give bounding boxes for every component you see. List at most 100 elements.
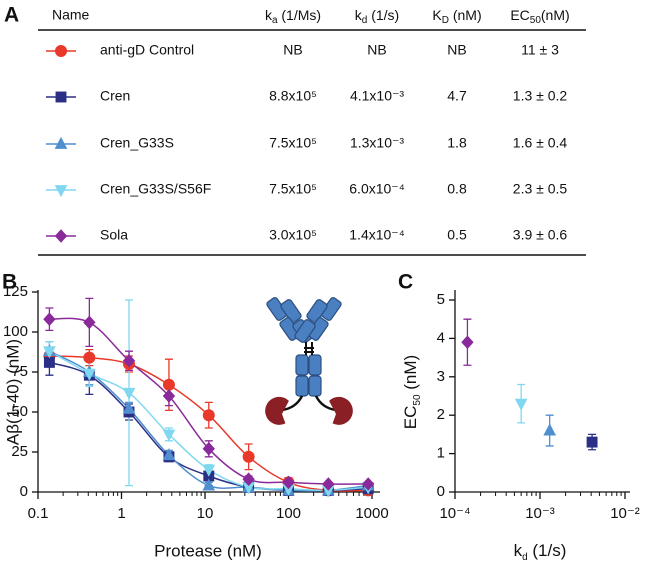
marker bbox=[83, 351, 96, 364]
x-tick-label: 1 bbox=[117, 505, 125, 522]
y-tick-label: 3 bbox=[437, 368, 445, 385]
table-cell: 3.0x10⁵ bbox=[269, 227, 317, 243]
x-axis-label: kd (1/s) bbox=[514, 541, 567, 562]
y-tick-label: 1 bbox=[437, 445, 445, 462]
label-sub: 50 bbox=[412, 394, 423, 406]
label-rest: (nM) bbox=[401, 355, 420, 395]
marker bbox=[162, 389, 176, 403]
panel-letter: C bbox=[398, 271, 413, 294]
table-cell: 1.3 ± 0.2 bbox=[513, 88, 568, 104]
marker bbox=[43, 346, 56, 359]
header-sub: D bbox=[442, 15, 449, 26]
table-cell: 1.4x10⁻⁴ bbox=[349, 227, 404, 243]
label-main: EC bbox=[401, 406, 420, 430]
marker bbox=[202, 442, 215, 456]
table-header: ka (1/Ms) bbox=[265, 7, 321, 26]
header-main: EC bbox=[510, 7, 529, 23]
axis-line bbox=[454, 290, 630, 493]
y-tick-label: 100 bbox=[3, 323, 28, 340]
marker bbox=[242, 450, 255, 463]
marker bbox=[202, 478, 216, 491]
y-tick-label: 2 bbox=[437, 406, 445, 423]
marker bbox=[54, 136, 68, 149]
x-tick-label: 100 bbox=[276, 505, 301, 522]
table-header: Name bbox=[52, 7, 90, 23]
x-tick-label: 10⁻² bbox=[610, 505, 640, 522]
marker bbox=[202, 409, 215, 422]
marker bbox=[54, 229, 68, 243]
table-cell: 7.5x10⁵ bbox=[269, 135, 317, 151]
y-tick-label: 0 bbox=[20, 483, 28, 500]
antibody-icon bbox=[265, 297, 353, 425]
table-cell: 8.8x10⁵ bbox=[269, 88, 317, 104]
y-tick-label: 25 bbox=[11, 443, 28, 460]
label-sub: d bbox=[522, 552, 528, 563]
y-tick-label: 5 bbox=[437, 291, 445, 308]
legend-label: Cren bbox=[100, 88, 130, 104]
marker bbox=[55, 45, 67, 57]
table-cell: 1.3x10⁻³ bbox=[350, 135, 404, 151]
x-tick-label: 10⁻³ bbox=[525, 505, 555, 522]
header-main: k bbox=[265, 7, 273, 23]
x-tick-label: 1000 bbox=[355, 505, 388, 522]
marker bbox=[43, 312, 56, 326]
marker bbox=[362, 477, 375, 491]
table-cell: 0.5 bbox=[447, 227, 467, 243]
table-cell: NB bbox=[447, 42, 466, 58]
marker bbox=[55, 91, 67, 103]
marker bbox=[282, 475, 295, 490]
table-cell: 4.7 bbox=[447, 88, 467, 104]
table-header: EC50(nM) bbox=[510, 7, 569, 26]
y-axis-label: EC50 (nM) bbox=[401, 355, 422, 429]
marker bbox=[162, 378, 175, 391]
table-cell: NB bbox=[283, 42, 302, 58]
header-rest: (nM) bbox=[541, 7, 570, 23]
marker bbox=[543, 423, 557, 436]
x-tick-label: 0.1 bbox=[28, 505, 49, 522]
header-sub: a bbox=[272, 15, 278, 26]
header-rest: (1/s) bbox=[367, 7, 399, 23]
label-rest: (1/s) bbox=[528, 541, 567, 560]
header-main: k bbox=[355, 7, 363, 23]
table-cell: 7.5x10⁵ bbox=[269, 181, 317, 197]
marker bbox=[514, 398, 528, 411]
marker bbox=[122, 401, 136, 414]
legend-label: Cren_G33S/S56F bbox=[100, 181, 211, 197]
marker bbox=[122, 387, 136, 400]
marker bbox=[83, 368, 96, 381]
legend-label: anti-gD Control bbox=[100, 42, 194, 58]
marker bbox=[122, 354, 136, 368]
y-tick-label: 75 bbox=[11, 363, 28, 380]
y-tick-label: 125 bbox=[3, 283, 28, 300]
marker bbox=[43, 356, 55, 368]
marker bbox=[202, 464, 216, 477]
header-sub: 50 bbox=[530, 15, 542, 26]
label-main: k bbox=[514, 541, 523, 560]
legend-label: Cren_G33S bbox=[100, 135, 174, 151]
y-tick-label: 0 bbox=[437, 483, 445, 500]
table-cell: 6.0x10⁻⁴ bbox=[349, 181, 404, 197]
marker bbox=[162, 448, 176, 461]
y-axis-label: Aβ(1-40) (nM) bbox=[3, 339, 22, 445]
marker bbox=[586, 436, 598, 448]
header-rest: (nM) bbox=[449, 7, 482, 23]
table-cell: 0.8 bbox=[447, 181, 467, 197]
panel-letter: A bbox=[4, 4, 19, 27]
marker bbox=[54, 185, 68, 198]
table-cell: 11 ± 3 bbox=[521, 42, 559, 58]
table-cell: NB bbox=[367, 42, 386, 58]
x-tick-label: 10 bbox=[197, 505, 214, 522]
x-axis-label: Protease (nM) bbox=[154, 541, 262, 560]
legend-label: Sola bbox=[100, 227, 128, 243]
table-cell: 1.8 bbox=[447, 135, 467, 151]
y-tick-label: 50 bbox=[11, 403, 28, 420]
marker bbox=[242, 472, 255, 486]
table-cell: 4.1x10⁻³ bbox=[350, 88, 404, 104]
marker bbox=[461, 335, 474, 350]
marker bbox=[322, 477, 335, 491]
table-cell: 2.3 ± 0.5 bbox=[513, 181, 568, 197]
header-main: K bbox=[432, 7, 442, 23]
y-tick-label: 4 bbox=[437, 329, 445, 346]
header-rest: (1/Ms) bbox=[278, 7, 322, 23]
